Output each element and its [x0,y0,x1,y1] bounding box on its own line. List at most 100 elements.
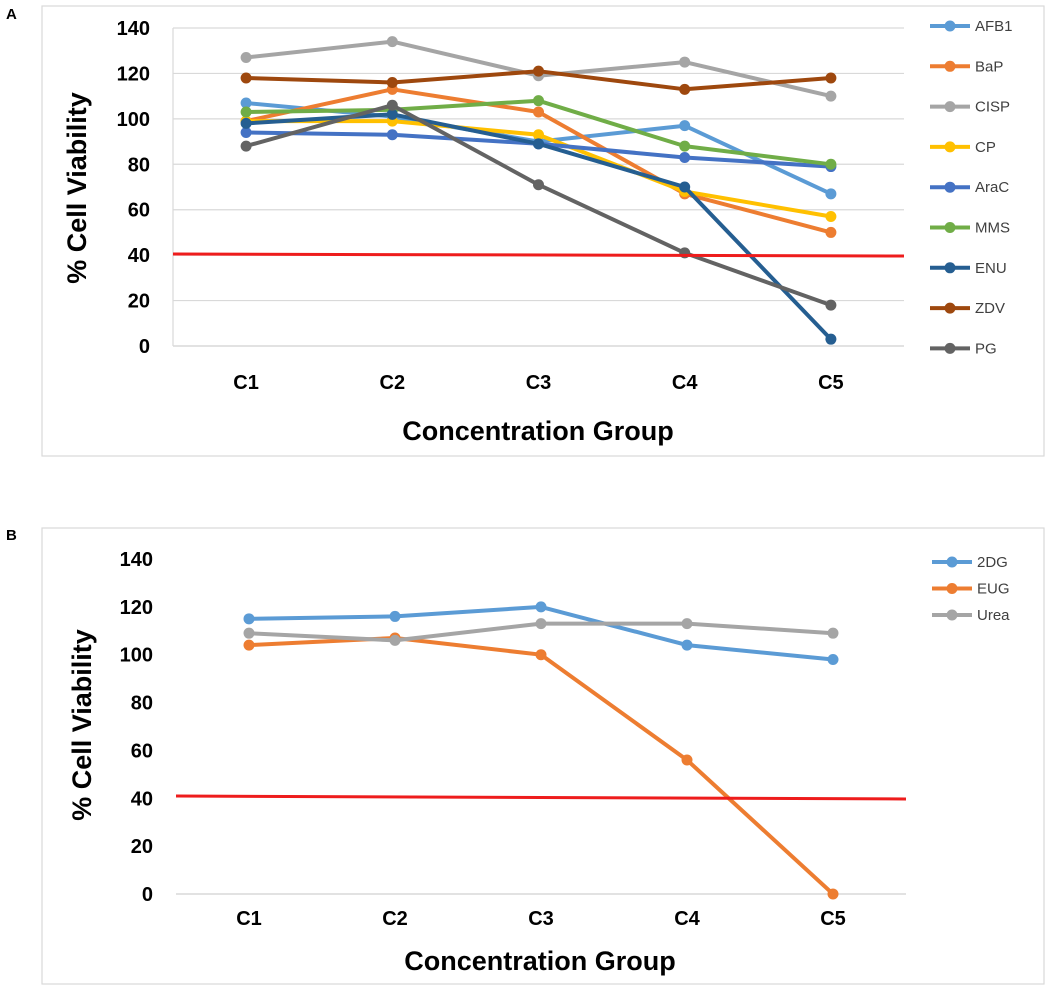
legend-label-urea: Urea [977,607,1010,624]
legend-marker-arac [944,181,956,193]
panel-a-y-axis-title: % Cell Viability [62,92,92,284]
panel-a-frame [41,5,1045,457]
panel-a-threshold-line [172,252,905,258]
data-point-2dg-c4 [681,639,693,651]
data-point-urea-c5 [827,627,839,639]
data-point-enu-c4 [679,181,691,193]
data-point-pg-c1 [240,140,252,152]
data-point-cisp-c2 [386,36,398,48]
data-point-zdv-c5 [825,72,837,84]
data-point-afb1-c4 [679,120,691,132]
data-point-cp-c3 [533,129,544,141]
x-tick-label-c3: C3 [528,908,554,930]
data-point-arac-c4 [679,151,691,163]
y-tick-label: 40 [131,788,153,810]
panel-b: B 0 20 40 60 80 100 120 140 C1 C2 C3 C4 C5 2DG EUG Ur… [6,527,1045,985]
legend-label-mms: MMS [975,220,1010,237]
y-tick-label: 20 [131,836,153,858]
data-point-enu-c3 [533,138,544,150]
data-point-cp-c5 [825,211,837,223]
data-point-afb1-c5 [825,188,837,200]
data-point-urea-c4 [681,618,693,630]
data-point-mms-c3 [533,95,544,107]
data-point-urea-c1 [243,627,255,639]
y-tick-label: 100 [117,109,150,131]
data-point-zdv-c4 [679,83,691,95]
x-tick-label-c1: C1 [233,372,259,394]
y-tick-label: 100 [120,645,153,667]
panel-a-x-ticks: C1 C2 C3 C4 C5 [233,372,843,394]
legend-label-enu: ENU [975,260,1007,277]
panel-a-label: A [6,6,17,23]
legend-marker-afb1 [944,20,956,32]
legend-marker-pg [944,342,956,354]
y-tick-label: 140 [120,549,153,571]
y-tick-label: 40 [128,245,150,267]
data-point-afb1-c1 [240,97,252,109]
panel-b-label: B [6,527,17,544]
data-point-cisp-c5 [825,90,837,102]
panel-a-y-ticks: 0 20 40 60 80 100 120 140 [117,18,150,358]
data-point-pg-c2 [386,99,398,111]
panel-b-y-ticks: 0 20 40 60 80 100 120 140 [120,549,153,906]
x-tick-label-c2: C2 [380,372,406,394]
panel-b-threshold-line [175,794,907,801]
data-point-urea-c3 [535,618,547,630]
y-tick-label: 60 [128,200,150,222]
legend-label-cisp: CISP [975,99,1010,116]
data-point-2dg-c3 [535,601,547,613]
legend-marker-enu [944,262,956,274]
data-point-2dg-c2 [389,610,401,622]
x-tick-label-c2: C2 [382,908,408,930]
x-tick-label-c3: C3 [526,372,552,394]
data-point-eug-c3 [535,649,547,661]
data-point-enu-c2 [386,108,398,120]
data-point-eug-c5 [827,888,839,900]
data-point-mms-c1 [240,106,252,118]
legend-marker-cp [944,141,956,153]
panel-a-legend: AFB1 BaP CISP CP AraC MMS ENU ZDV PG [930,18,1013,357]
panel-a-series [172,36,905,345]
panel-a: A 0 20 40 60 80 100 120 140 C1 C2 C3 C4 C5 AFB1 BaP C… [6,5,1045,457]
y-tick-label: 120 [117,63,150,85]
data-point-cisp-c4 [679,56,691,68]
data-point-mms-c4 [679,140,691,152]
legend-marker-urea [946,609,958,621]
legend-marker-mms [944,222,956,233]
x-tick-label-c5: C5 [818,372,844,394]
data-point-bap-c5 [825,226,837,238]
data-point-eug-c4 [681,754,693,766]
data-point-pg-c5 [825,299,837,311]
data-point-zdv-c2 [386,77,398,89]
data-point-cisp-c1 [240,52,252,64]
legend-marker-eug [946,583,958,594]
data-point-enu-c5 [825,333,837,345]
legend-label-2dg: 2DG [977,554,1008,571]
legend-label-pg: PG [975,340,997,357]
legend-label-arac: AraC [975,179,1009,196]
series-line-eug [247,636,835,896]
panel-b-x-axis-title: Concentration Group [404,946,676,976]
legend-label-cp: CP [975,139,996,156]
data-point-enu-c1 [240,117,252,129]
legend-marker-bap [944,60,956,72]
legend-marker-zdv [944,302,956,314]
y-tick-label: 0 [139,336,150,358]
x-tick-label-c4: C4 [674,908,700,930]
legend-label-afb1: AFB1 [975,18,1013,35]
legend-marker-cisp [944,101,956,113]
data-point-bap-c3 [533,106,544,118]
x-tick-label-c1: C1 [236,908,262,930]
panel-b-legend: 2DG EUG Urea [932,554,1010,624]
x-tick-label-c4: C4 [672,372,698,394]
data-point-arac-c1 [240,126,252,138]
panel-b-series [175,601,907,900]
data-point-arac-c2 [386,129,398,141]
panel-b-frame [41,527,1045,985]
legend-label-zdv: ZDV [975,300,1005,317]
legend-label-bap: BaP [975,58,1003,75]
data-point-zdv-c1 [240,72,252,84]
data-point-mms-c5 [825,158,837,170]
legend-label-eug: EUG [977,581,1010,598]
